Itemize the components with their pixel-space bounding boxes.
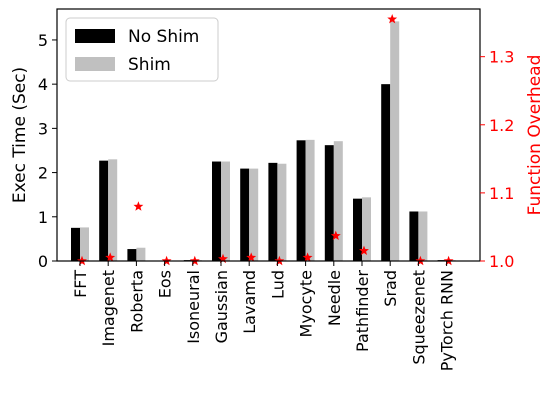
bar-shim-imagenet (108, 159, 118, 261)
x-tick-label-eos: Eos (156, 270, 175, 298)
y-tick-label: 2 (38, 164, 48, 183)
legend-label-shim: Shim (128, 55, 171, 75)
bar-shim-lavamd (249, 168, 259, 261)
x-tick-label-gaussian: Gaussian (212, 270, 231, 343)
overhead-marker-srad (387, 14, 398, 24)
x-tick-label-lud: Lud (268, 270, 287, 299)
legend-swatch-no-shim (75, 29, 115, 43)
bar-shim-lud (277, 163, 287, 261)
bars-layer (71, 21, 456, 262)
y-axis-title-right: Function Overhead (525, 55, 545, 216)
plot-frame (56, 8, 481, 262)
x-tick-label-lavamd: Lavamd (240, 270, 259, 334)
x-tick-label-isoneural: Isoneural (184, 270, 203, 344)
bar-no-shim-gaussian (212, 161, 221, 261)
legend-label-no-shim: No Shim (128, 27, 199, 47)
bar-shim-squeezenet (418, 211, 428, 261)
x-axis: FFT Imagenet Roberta Eos Isoneural Gaussian La… (71, 261, 457, 371)
overhead-marker-gaussian (218, 253, 228, 264)
bar-no-shim-srad (381, 84, 391, 261)
y-axis-title-left: Exec Time (Sec) (10, 67, 30, 203)
x-tick-label-myocyte: Myocyte (297, 270, 316, 337)
overhead-marker-needle (330, 230, 341, 241)
x-tick-label-roberta: Roberta (127, 270, 146, 333)
bar-no-shim-fft (71, 227, 80, 261)
bar-shim-gaussian (221, 161, 230, 261)
x-tick-label-imagenet: Imagenet (99, 270, 118, 346)
legend-swatch-shim (75, 57, 115, 71)
bar-no-shim-lavamd (240, 168, 250, 261)
x-tick-label-fft: FFT (71, 270, 90, 298)
overhead-marker-imagenet (105, 252, 116, 262)
overhead-marker-myocyte (302, 252, 313, 262)
overhead-marker-roberta (133, 201, 144, 211)
x-tick-label-needle: Needle (325, 270, 344, 326)
overhead-marker-pathfinder (359, 245, 369, 255)
bar-shim-roberta (136, 247, 146, 261)
y-right-tick-label: 1.3 (489, 48, 514, 67)
y-tick-label: 0 (38, 252, 48, 271)
y-tick-label: 5 (38, 31, 48, 50)
legend: No Shim Shim (65, 17, 219, 82)
bar-shim-pathfinder (362, 197, 371, 261)
bar-shim-srad (390, 21, 400, 261)
y-right-tick-label: 1.2 (489, 116, 514, 135)
y-tick-label: 1 (38, 208, 48, 227)
bar-no-shim-needle (324, 145, 334, 261)
y-axis-right: 1.0 1.1 1.2 1.3 (480, 48, 514, 271)
x-tick-label-squeezenet: Squeezenet (409, 270, 428, 365)
bar-no-shim-squeezenet (409, 211, 419, 261)
bar-no-shim-myocyte (296, 140, 306, 261)
y-axis-left: 0 1 2 3 4 5 (38, 31, 57, 271)
x-tick-label-pathfinder: Pathfinder (353, 270, 372, 352)
y-tick-label: 3 (38, 119, 48, 138)
bar-no-shim-roberta (127, 249, 137, 261)
bar-shim-needle (333, 141, 343, 261)
bar-no-shim-imagenet (99, 160, 109, 261)
bar-shim-fft (80, 227, 89, 261)
bar-no-shim-pathfinder (353, 198, 362, 261)
bar-no-shim-lud (268, 162, 278, 261)
x-tick-label-pytorch-rnn: PyTorch RNN (438, 270, 457, 371)
x-tick-label-srad: Srad (381, 270, 400, 307)
overhead-marker-lavamd (246, 252, 257, 262)
y-right-tick-label: 1.1 (489, 184, 514, 203)
bar-shim-myocyte (305, 139, 315, 261)
y-right-tick-label: 1.0 (489, 252, 514, 271)
y-tick-label: 4 (38, 75, 48, 94)
